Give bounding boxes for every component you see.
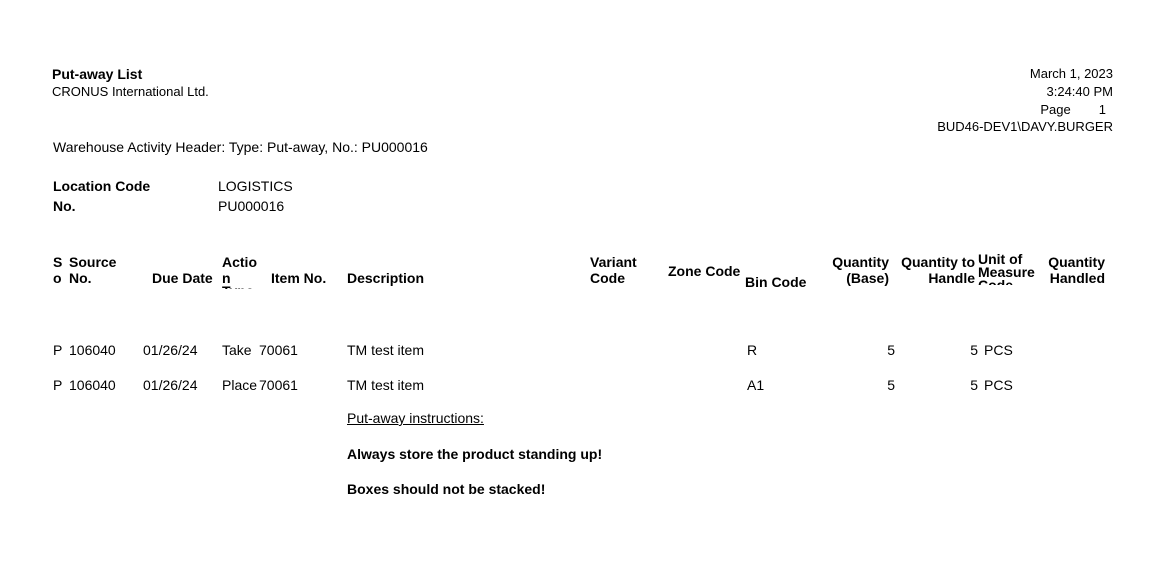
cell-so: P	[53, 342, 63, 358]
group-header: Warehouse Activity Header: Type: Put-awa…	[53, 140, 428, 155]
col-header-qty-handled-line1: Quantity	[1048, 254, 1105, 270]
page-number: 1	[1098, 102, 1106, 117]
col-header-zone-code: Zone Code	[668, 263, 741, 279]
cell-qty-to-handle: 5	[970, 377, 978, 393]
col-header-variant-code-line2: Code	[590, 270, 625, 286]
col-header-qty-base-line1: Quantity	[832, 254, 889, 270]
cell-due-date: 01/26/24	[143, 342, 198, 358]
col-header-unit-of-measure-clipped-line: Code	[978, 277, 1013, 285]
putaway-instruction-line: Boxes should not be stacked!	[347, 481, 546, 497]
col-header-unit-of-measure-line1: Unit of	[978, 253, 1023, 267]
info-value-location-code: LOGISTICS	[218, 178, 293, 194]
company-name: CRONUS International Ltd.	[52, 84, 209, 99]
col-header-bin-code: Bin Code	[745, 274, 807, 290]
putaway-instruction-line: Always store the product standing up!	[347, 446, 603, 462]
col-header-so: S o	[53, 254, 62, 286]
col-header-qty-handled-line2: Handled	[1049, 270, 1105, 286]
col-header-qty-handled: Quantity Handled	[1048, 254, 1105, 286]
info-label-no: No.	[53, 198, 76, 214]
cell-source-no: 106040	[69, 342, 116, 358]
info-label-location-code: Location Code	[53, 178, 151, 194]
report-time: 3:24:40 PM	[1046, 84, 1114, 99]
col-header-due-date: Due Date	[152, 270, 213, 286]
page-indicator: Page 1	[1040, 103, 1106, 117]
col-header-action-line1: Actio	[222, 254, 257, 270]
page-label: Page	[1040, 102, 1071, 117]
cell-item-no: 70061	[259, 377, 298, 393]
cell-source-no: 106040	[69, 377, 116, 393]
report-date: March 1, 2023	[1029, 66, 1113, 81]
cell-action: Take	[222, 342, 252, 358]
cell-description: TM test item	[347, 342, 425, 358]
user-id: BUD46-DEV1\DAVY.BURGER	[937, 119, 1113, 134]
col-header-variant-code: Variant Code	[590, 254, 637, 286]
col-header-item-no: Item No.	[271, 270, 327, 286]
col-header-source-no-line1: Source	[69, 254, 117, 270]
col-header-action-clipped-line: Type	[222, 285, 262, 289]
col-header-variant-code-line1: Variant	[590, 254, 637, 270]
col-header-qty-base: Quantity (Base)	[832, 254, 889, 286]
col-header-so-line2: o	[53, 270, 62, 286]
col-header-source-no-line2: No.	[69, 270, 92, 286]
col-header-qty-to-handle: Quantity to Handle	[901, 254, 975, 286]
col-header-action-line2: n	[222, 270, 231, 286]
col-header-qty-to-handle-line1: Quantity to	[901, 254, 975, 270]
cell-action: Place	[222, 377, 258, 393]
col-header-action: Actio n	[222, 254, 257, 286]
col-header-unit-of-measure-line2: Measure	[978, 264, 1035, 280]
report-title: Put-away List	[52, 66, 143, 82]
cell-due-date: 01/26/24	[143, 377, 198, 393]
cell-qty-base: 5	[887, 377, 895, 393]
col-header-so-line1: S	[53, 254, 63, 270]
col-header-qty-base-line2: (Base)	[846, 270, 889, 286]
col-header-source-no: Source No.	[69, 254, 116, 286]
cell-so: P	[53, 377, 63, 393]
cell-unit-of-measure: PCS	[984, 377, 1013, 393]
putaway-instructions-heading: Put-away instructions:	[347, 410, 484, 426]
cell-item-no: 70061	[259, 342, 298, 358]
col-header-description: Description	[347, 270, 425, 286]
cell-bin-code: A1	[747, 377, 765, 393]
cell-qty-to-handle: 5	[970, 342, 978, 358]
cell-unit-of-measure: PCS	[984, 342, 1013, 358]
cell-qty-base: 5	[887, 342, 895, 358]
cell-bin-code: R	[747, 342, 758, 358]
col-header-qty-to-handle-line2: Handle	[928, 270, 975, 286]
cell-description: TM test item	[347, 377, 425, 393]
col-header-unit-of-measure: Unit of Measure Code	[978, 253, 1048, 285]
info-value-no: PU000016	[218, 198, 285, 214]
